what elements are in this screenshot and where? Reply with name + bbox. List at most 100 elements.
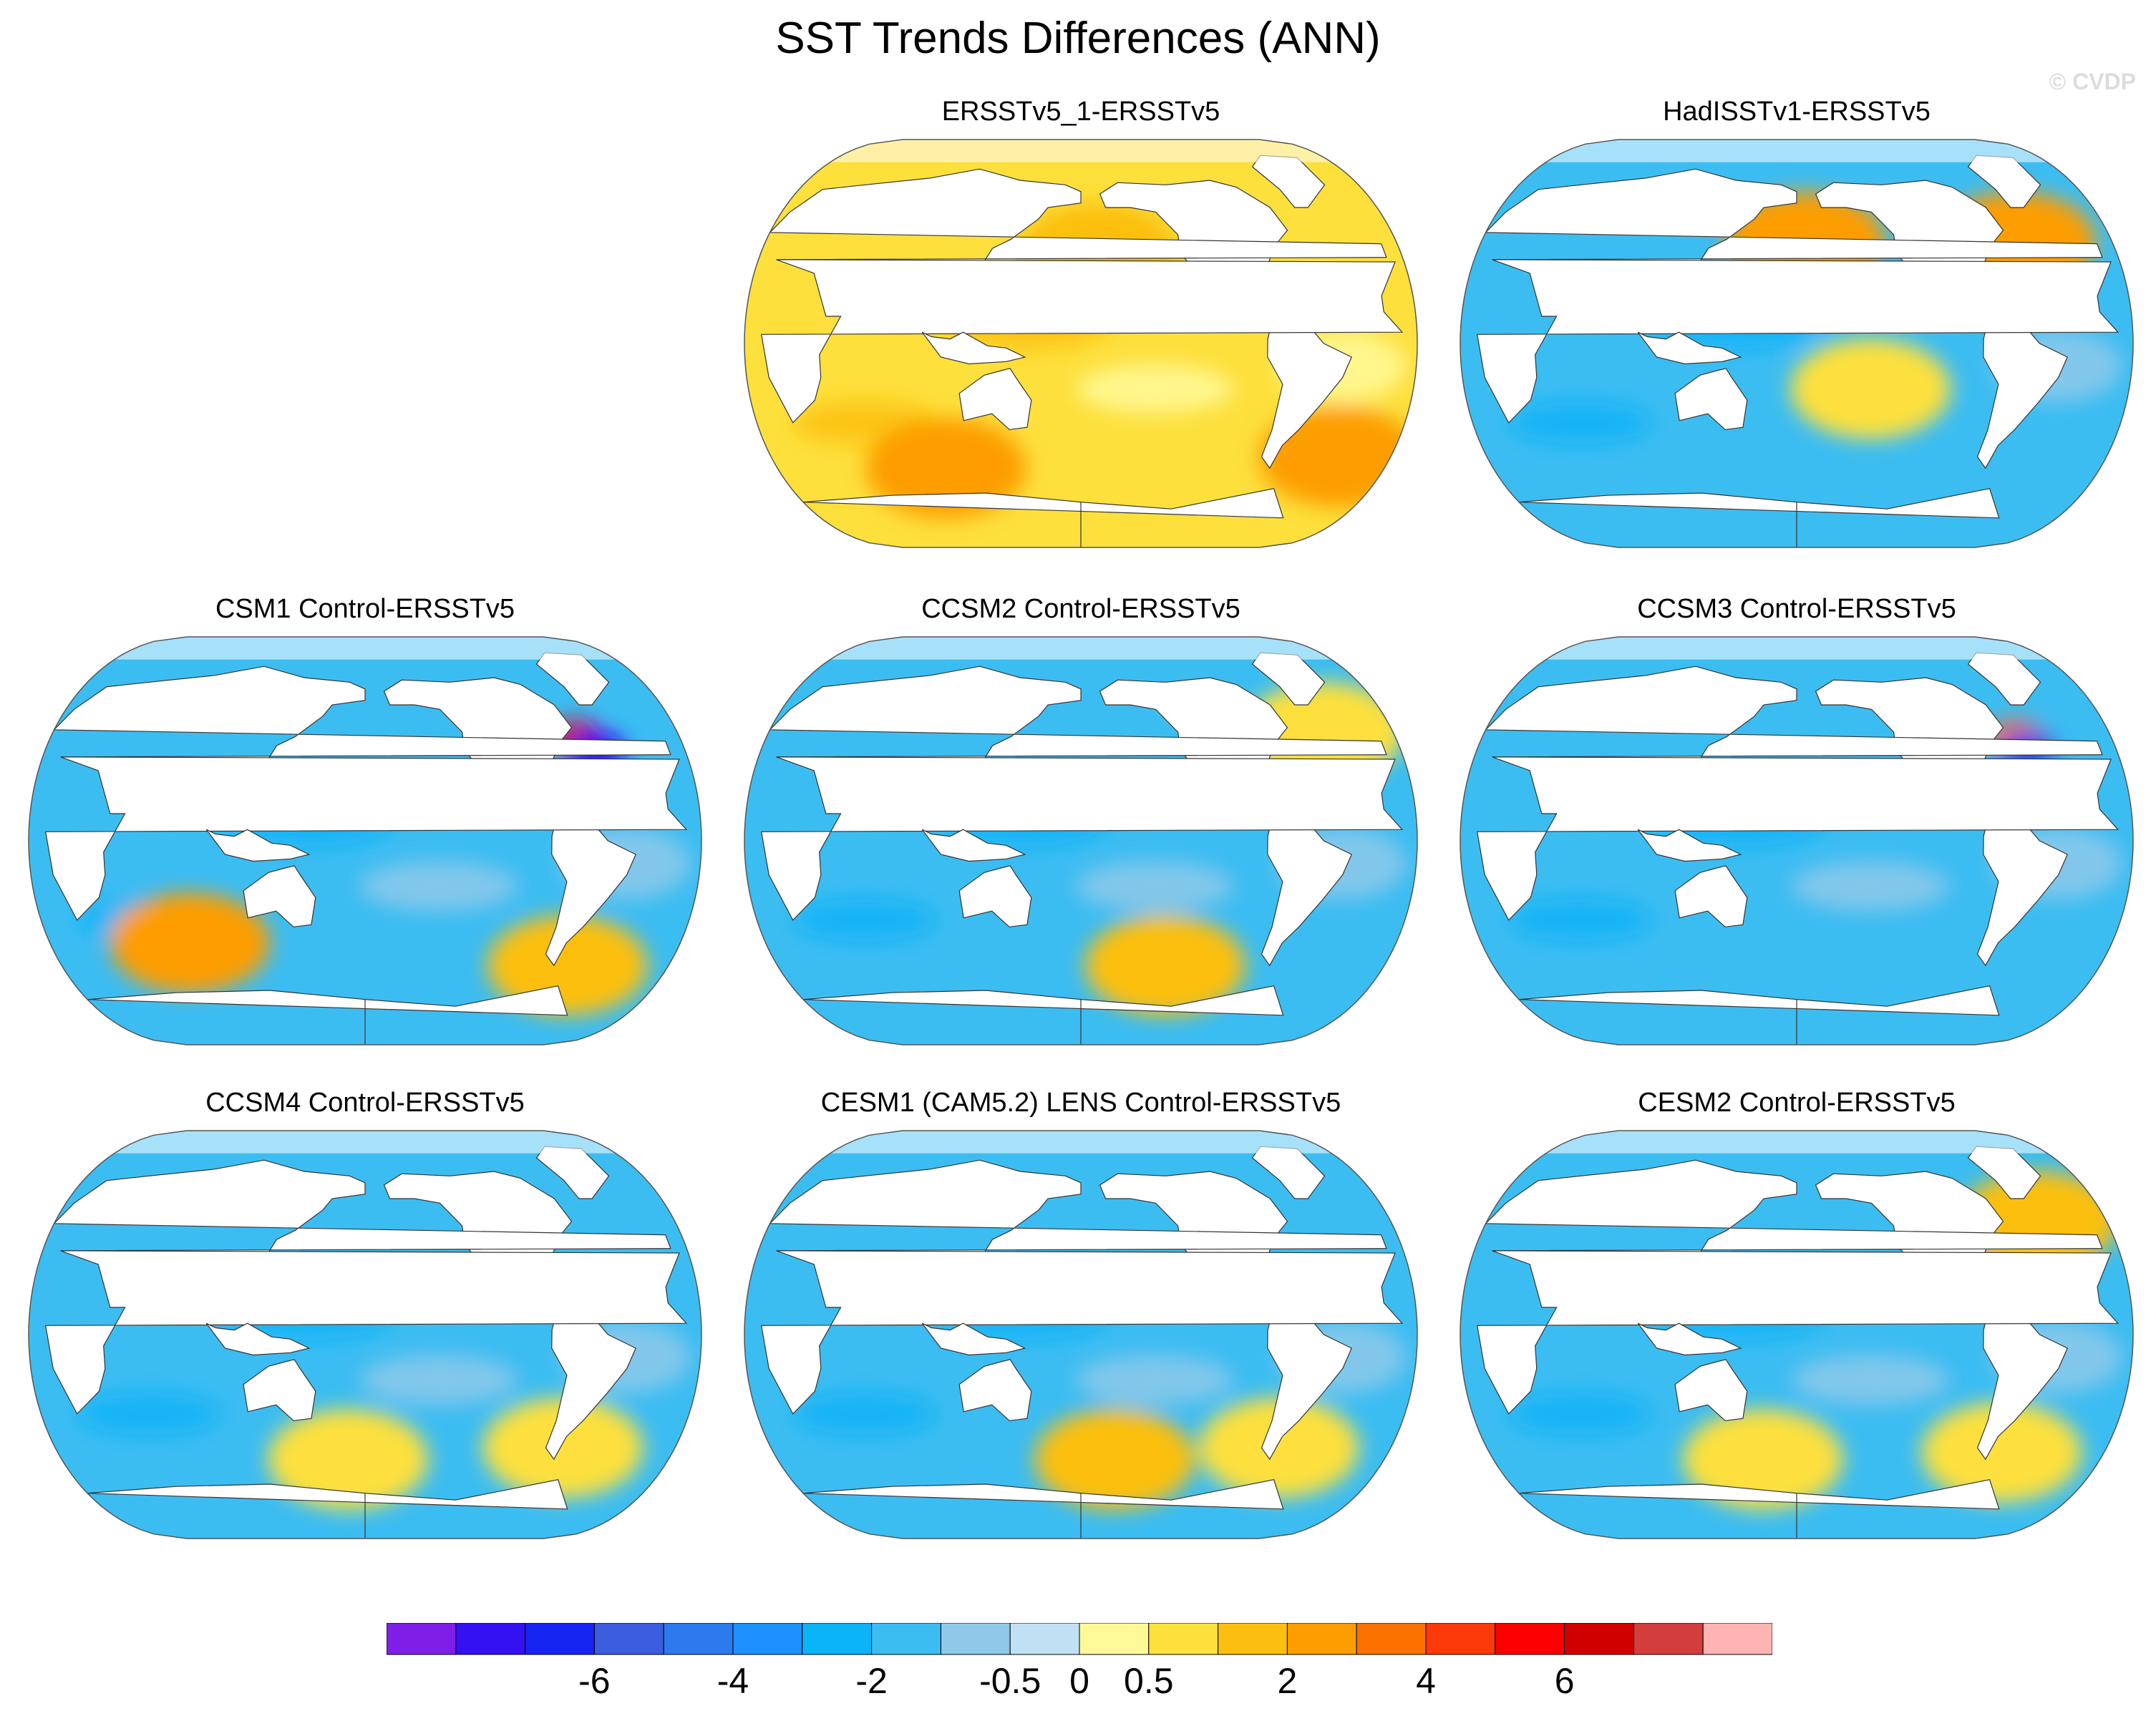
colorbar-box [1148,1623,1219,1655]
panel-title: CCSM3 Control-ERSSTv5 [1637,594,1956,624]
anomaly-mark [1790,338,1951,439]
map-panel: CESM2 Control-ERSSTv5 [1446,1088,2147,1574]
colorbar-box [1218,1623,1288,1655]
land-southAmerica [545,1311,636,1461]
colorbar-box [802,1623,873,1655]
map-outline [28,636,702,1045]
land-antarctica [803,1479,1284,1539]
land-southAmerica [545,817,636,967]
anomaly-mark [482,1398,644,1498]
colorbar-box [1286,1623,1357,1655]
land-indonesia [1637,829,1742,862]
land-australia [1674,368,1748,430]
land-australia [1674,1359,1748,1421]
colorbar-box [663,1623,734,1655]
colorbar-box [1425,1623,1496,1655]
robinson-map [1460,139,2134,548]
map-outline [28,1130,702,1539]
colorbar-box [871,1623,941,1655]
land-indonesia [921,1322,1026,1356]
colorbar-box [1495,1623,1565,1655]
panel-title: CESM2 Control-ERSSTv5 [1638,1088,1956,1118]
land-australia [958,865,1032,927]
arctic-cap [744,637,1417,660]
land-antarctica [87,1479,568,1539]
trend-band [1076,364,1234,414]
trend-band [1509,401,1653,444]
land-australia [243,865,316,927]
arctic-cap [29,637,701,660]
trend-band [1076,861,1234,912]
robinson-map [28,636,702,1045]
trend-band [793,1392,937,1435]
colorbar-box [1356,1623,1427,1655]
colorbar-box [593,1623,664,1655]
colorbar-box [525,1623,595,1655]
land-southAmerica [1976,1311,2068,1461]
colorbar-box [940,1623,1011,1655]
arctic-cap [744,140,1417,162]
land-southAmerica [1261,320,1352,469]
land-indonesia [1637,1322,1742,1356]
land-southAmerica [1261,1311,1352,1461]
colorbar-tick-label: 6 [1554,1661,1575,1701]
land-southAmerica [1976,320,2068,469]
land-africa [44,756,688,921]
arctic-cap [29,1131,701,1154]
trend-band [1792,1355,1950,1405]
robinson-map [1460,1130,2134,1539]
colorbar-tick-label: 2 [1277,1661,1298,1701]
colorbar-tick-label: -2 [855,1661,888,1701]
colorbar-box [1564,1623,1634,1655]
trend-band [360,1355,518,1405]
anomaly-mark [1682,1409,1843,1510]
land-australia [243,1359,316,1421]
arctic-cap [744,1131,1417,1154]
trend-band [360,861,518,912]
robinson-map [28,1130,702,1539]
anomaly-mark [1921,1402,2082,1503]
trend-band [1509,898,1653,942]
colorbar-tick-label: 4 [1416,1661,1436,1701]
land-southAmerica [1261,817,1352,967]
trend-band [793,898,937,942]
land-africa [760,259,1404,424]
map-panel: CCSM3 Control-ERSSTv5 [1446,594,2147,1081]
map-outline [744,1130,1418,1539]
land-africa [1476,1250,2119,1415]
land-africa [1476,259,2119,424]
land-australia [1674,865,1748,927]
anomaly-mark [1198,1398,1359,1498]
colorbar-box [1079,1623,1150,1655]
map-panel: CCSM4 Control-ERSSTv5 [14,1088,716,1574]
robinson-map [744,636,1418,1045]
colorbar-tick-label: 0 [1069,1661,1089,1701]
land-antarctica [1519,488,2000,547]
trend-band [1792,861,1950,912]
colorbar-box [1633,1623,1704,1655]
land-antarctica [1519,1479,2000,1539]
panel-title: CSM1 Control-ERSSTv5 [215,594,515,624]
colorbar-box [455,1623,526,1655]
panel-title: CCSM4 Control-ERSSTv5 [205,1088,525,1118]
cvdp-watermark: © CVDP [2049,69,2136,94]
figure-title: SST Trends Differences (ANN) [775,14,1381,63]
land-indonesia [921,331,1026,365]
arctic-cap [1460,140,2133,162]
land-antarctica [803,488,1284,547]
map-outline [1460,139,2134,548]
colorbar-box [1702,1623,1772,1655]
colorbar [387,1623,1772,1655]
land-indonesia [205,829,311,862]
trend-band [77,1392,221,1435]
panel-title: CESM1 (CAM5.2) LENS Control-ERSSTv5 [820,1088,1341,1118]
colorbar-tick-label: -0.5 [979,1661,1041,1701]
land-indonesia [205,1322,311,1356]
colorbar-tick-label: -6 [578,1661,611,1701]
arctic-cap [1460,637,2133,660]
anomaly-mark [1084,915,1245,1016]
map-panel: CSM1 Control-ERSSTv5 [14,594,716,1081]
anomaly-mark [1034,1409,1195,1510]
panel-title: ERSSTv5_1-ERSSTv5 [941,97,1220,127]
panel-title: CCSM2 Control-ERSSTv5 [921,594,1240,624]
